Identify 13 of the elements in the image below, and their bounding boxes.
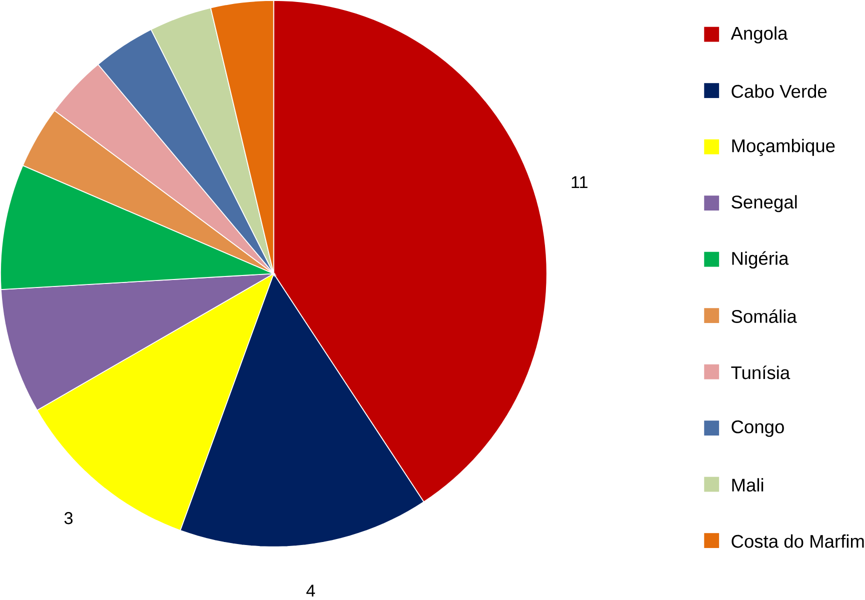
legend-label: Congo — [732, 420, 784, 437]
legend-label: Moçambique — [732, 138, 835, 156]
legend-label: Senegal — [732, 194, 797, 212]
data-label: 11 — [572, 176, 588, 188]
legend-label: Mali — [732, 478, 764, 492]
legend-label: Tunísia — [731, 365, 790, 380]
data-label: 3 — [64, 512, 73, 524]
legend-label: Somália — [732, 309, 797, 323]
legend-label: Nigéria — [732, 251, 789, 268]
legend-label: Cabo Verde — [732, 84, 827, 98]
legend-label: Costa do Marfim — [732, 534, 864, 548]
data-label: 4 — [306, 584, 315, 596]
legend-label: Angola — [730, 26, 788, 44]
